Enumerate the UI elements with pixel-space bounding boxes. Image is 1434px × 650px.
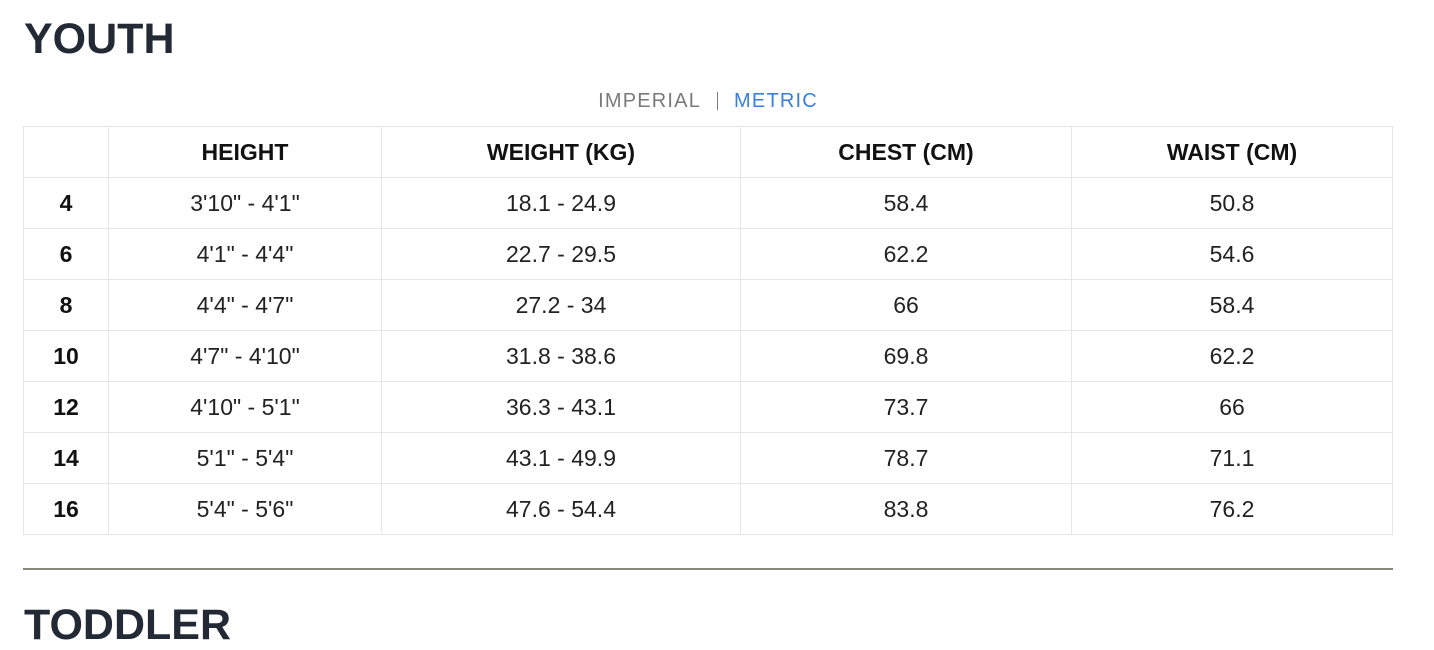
table-row: 16 5'4" - 5'6" 47.6 - 54.4 83.8 76.2 [23, 483, 1393, 535]
size-cell: 10 [23, 330, 109, 382]
size-cell: 12 [23, 381, 109, 433]
table-row: 14 5'1" - 5'4" 43.1 - 49.9 78.7 71.1 [23, 432, 1393, 484]
size-cell: 8 [23, 279, 109, 331]
weight-cell: 47.6 - 54.4 [381, 483, 741, 535]
size-cell: 16 [23, 483, 109, 535]
height-cell: 4'7" - 4'10" [108, 330, 382, 382]
chest-cell: 78.7 [740, 432, 1072, 484]
height-cell: 4'4" - 4'7" [108, 279, 382, 331]
chest-cell: 62.2 [740, 228, 1072, 280]
waist-cell: 62.2 [1071, 330, 1393, 382]
unit-imperial-tab[interactable]: IMPERIAL [598, 90, 702, 112]
weight-cell: 22.7 - 29.5 [381, 228, 741, 280]
unit-divider [717, 92, 719, 110]
chest-cell: 83.8 [740, 483, 1072, 535]
waist-cell: 76.2 [1071, 483, 1393, 535]
table-row: 10 4'7" - 4'10" 31.8 - 38.6 69.8 62.2 [23, 330, 1393, 382]
weight-cell: 31.8 - 38.6 [381, 330, 741, 382]
unit-toggle: IMPERIAL METRIC [0, 89, 1416, 113]
unit-metric-tab[interactable]: METRIC [734, 90, 818, 112]
waist-cell: 71.1 [1071, 432, 1393, 484]
header-chest: CHEST (CM) [740, 126, 1072, 178]
section-divider [23, 568, 1393, 570]
waist-cell: 66 [1071, 381, 1393, 433]
chest-cell: 66 [740, 279, 1072, 331]
height-cell: 4'1" - 4'4" [108, 228, 382, 280]
size-cell: 4 [23, 177, 109, 229]
waist-cell: 58.4 [1071, 279, 1393, 331]
header-waist: WAIST (CM) [1071, 126, 1393, 178]
height-cell: 5'4" - 5'6" [108, 483, 382, 535]
chest-cell: 69.8 [740, 330, 1072, 382]
waist-cell: 54.6 [1071, 228, 1393, 280]
waist-cell: 50.8 [1071, 177, 1393, 229]
section-title: YOUTH [24, 15, 175, 63]
weight-cell: 18.1 - 24.9 [381, 177, 741, 229]
size-cell: 6 [23, 228, 109, 280]
header-size [23, 126, 109, 178]
size-cell: 14 [23, 432, 109, 484]
height-cell: 5'1" - 5'4" [108, 432, 382, 484]
table-row: 8 4'4" - 4'7" 27.2 - 34 66 58.4 [23, 279, 1393, 331]
chest-cell: 58.4 [740, 177, 1072, 229]
chest-cell: 73.7 [740, 381, 1072, 433]
header-weight: WEIGHT (KG) [381, 126, 741, 178]
weight-cell: 36.3 - 43.1 [381, 381, 741, 433]
height-cell: 4'10" - 5'1" [108, 381, 382, 433]
size-chart-table: HEIGHT WEIGHT (KG) CHEST (CM) WAIST (CM)… [23, 126, 1393, 535]
height-cell: 3'10" - 4'1" [108, 177, 382, 229]
table-row: 4 3'10" - 4'1" 18.1 - 24.9 58.4 50.8 [23, 177, 1393, 229]
table-header-row: HEIGHT WEIGHT (KG) CHEST (CM) WAIST (CM) [23, 126, 1393, 178]
next-section-title: TODDLER [24, 601, 232, 649]
table-row: 6 4'1" - 4'4" 22.7 - 29.5 62.2 54.6 [23, 228, 1393, 280]
table-row: 12 4'10" - 5'1" 36.3 - 43.1 73.7 66 [23, 381, 1393, 433]
weight-cell: 43.1 - 49.9 [381, 432, 741, 484]
weight-cell: 27.2 - 34 [381, 279, 741, 331]
header-height: HEIGHT [108, 126, 382, 178]
